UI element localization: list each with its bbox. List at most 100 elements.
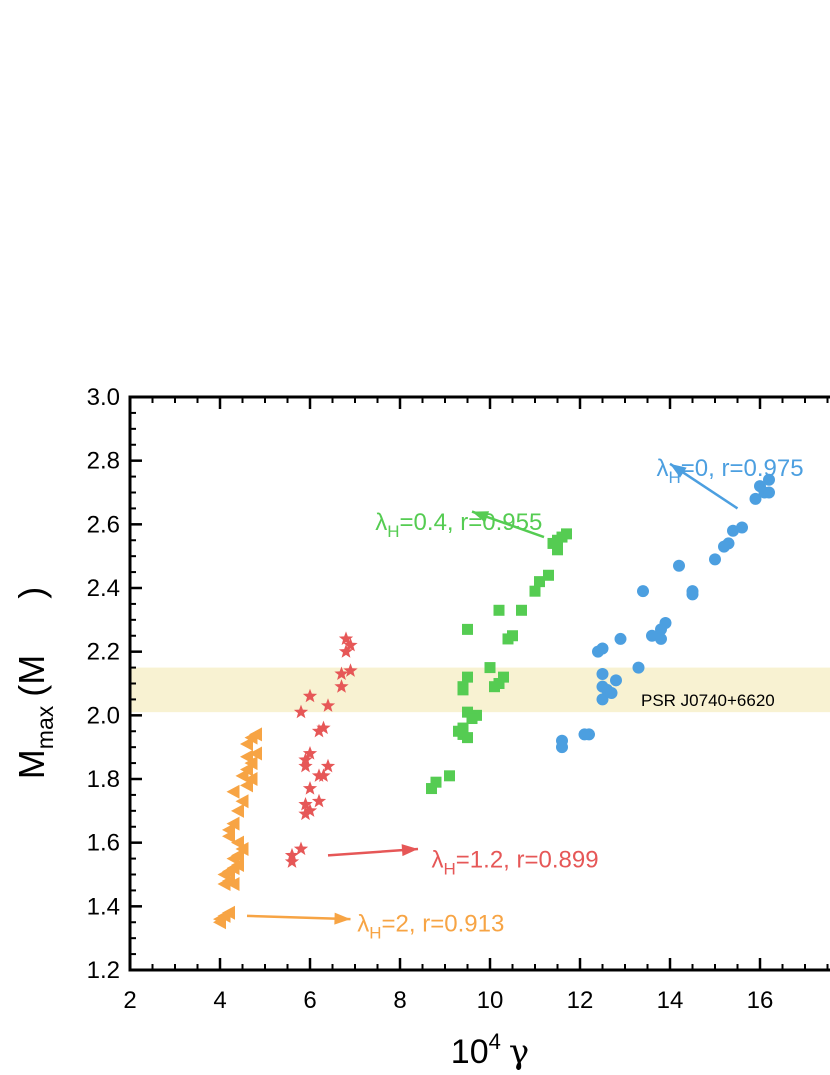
y-tick-label: 2.8 (87, 448, 120, 475)
data-point-triangle (231, 803, 244, 818)
y-tick-label: 2.4 (87, 575, 120, 602)
data-point-circle (632, 661, 645, 674)
series-3 (213, 727, 262, 930)
data-point-square (502, 633, 514, 645)
data-point-triangle (240, 778, 253, 793)
data-point-star (293, 841, 309, 856)
data-point-triangle (217, 877, 231, 892)
data-point-triangle (213, 915, 226, 930)
data-point-square (462, 706, 473, 718)
data-point-star (338, 644, 354, 658)
data-point-circle (596, 693, 609, 706)
data-point-square (462, 732, 473, 744)
data-point-circle (605, 687, 618, 700)
series-arrow-head (670, 463, 687, 478)
series-2 (284, 631, 358, 868)
x-axis-symbol: γ (509, 1032, 529, 1072)
data-point-square (466, 713, 478, 725)
series-label-text: =0, r=0.975 (681, 455, 804, 482)
data-point-triangle (244, 772, 258, 786)
series-label-lambda: λ (375, 509, 387, 536)
y-tick-label: 2.0 (87, 702, 120, 729)
x-axis-base: 10 (451, 1033, 489, 1071)
data-point-triangle (235, 842, 249, 857)
data-point-triangle (222, 829, 235, 844)
series-label-text: =0.4, r=0.955 (400, 509, 543, 536)
data-point-triangle (217, 867, 231, 882)
y-axis-sub: max (32, 705, 58, 749)
x-axis-exp: 4 (489, 1029, 501, 1054)
band-label: PSR J0740+6620 (641, 691, 775, 710)
data-point-square (462, 623, 473, 635)
data-point-square (534, 576, 545, 588)
data-point-star (343, 663, 358, 677)
data-point-square (426, 783, 437, 795)
x-tick-label: 8 (393, 987, 406, 1014)
data-point-circle (736, 521, 748, 534)
data-point-star (302, 746, 318, 760)
sun-symbol: OO (11, 599, 52, 655)
series-label-sub: H (669, 468, 681, 487)
data-point-star (302, 688, 318, 703)
x-tick-label: 4 (213, 987, 226, 1014)
series-arrow-head (401, 844, 418, 857)
data-point-triangle (226, 816, 240, 831)
data-point-circle (614, 632, 627, 645)
data-point-circle (686, 588, 699, 601)
x-tick-label: 12 (567, 987, 594, 1014)
data-point-star (298, 758, 313, 773)
data-point-triangle (240, 736, 253, 751)
data-point-star (302, 803, 318, 817)
data-point-circle (556, 741, 568, 754)
data-point-square (529, 585, 541, 597)
series-label: λH=2, r=0.913 (357, 910, 504, 942)
data-point-star (316, 720, 331, 735)
x-tick-label: 2 (123, 987, 136, 1014)
x-axis-title: 104 γ (451, 1029, 529, 1072)
data-point-star (298, 796, 313, 811)
series-arrow-line (246, 914, 351, 921)
data-point-square (430, 776, 442, 788)
data-point-triangle (226, 877, 240, 892)
data-point-square (453, 725, 464, 737)
series-label-lambda: λ (432, 847, 444, 874)
data-point-circle (718, 540, 730, 553)
y-axis-title: Mmax (MOO) (11, 587, 58, 779)
data-point-triangle (226, 784, 240, 799)
series-arrow-head (334, 912, 351, 925)
data-point-star (320, 698, 336, 712)
x-tick-label: 14 (657, 987, 684, 1014)
data-point-square (457, 684, 469, 696)
series-1 (426, 528, 572, 795)
data-point-star (311, 793, 327, 808)
data-point-triangle (240, 762, 253, 777)
x-tick-label: 6 (303, 987, 316, 1014)
data-point-star (338, 631, 354, 645)
series-label: λH=1.2, r=0.899 (432, 847, 599, 879)
y-tick-label: 2.6 (87, 511, 120, 538)
data-point-circle (709, 553, 721, 566)
data-point-square (462, 671, 473, 683)
data-point-star (298, 806, 313, 821)
series-label-lambda: λ (357, 910, 369, 937)
series-arrow-head (472, 511, 490, 523)
data-point-square (444, 770, 455, 782)
series-label-text: =2, r=0.913 (382, 910, 505, 937)
data-point-triangle (226, 851, 240, 866)
y-tick-label: 1.8 (87, 766, 120, 793)
x-tick-label: 10 (477, 987, 504, 1014)
data-point-square (484, 662, 496, 674)
series-label-sub: H (444, 860, 456, 879)
data-point-square (498, 671, 509, 683)
data-point-circle (655, 632, 667, 645)
data-point-triangle (235, 794, 249, 809)
data-point-square (547, 537, 559, 549)
data-point-star (293, 704, 309, 719)
series-label-lambda: λ (657, 455, 669, 482)
data-point-circle (578, 728, 591, 741)
y-tick-label: 2.2 (87, 639, 120, 666)
y-axis-unit: (M (11, 655, 52, 697)
data-point-triangle (231, 835, 244, 850)
data-point-star (302, 781, 318, 795)
data-point-triangle (249, 746, 262, 761)
